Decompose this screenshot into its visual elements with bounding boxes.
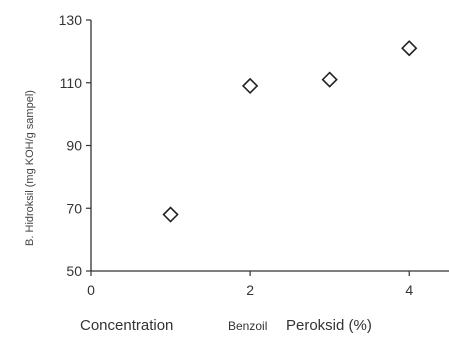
data-point-diamond (241, 77, 259, 95)
x-tick-label: 0 (87, 282, 95, 298)
x-axis-label-part-1: Concentration (80, 317, 173, 334)
y-tick-label: 110 (60, 75, 83, 91)
y-tick-label: 70 (66, 200, 82, 216)
x-axis-label-part-3: Peroksid (%) (286, 317, 372, 334)
x-tick-label: 2 (246, 282, 254, 298)
x-tick-label: 4 (405, 282, 413, 298)
x-axis-label-part-2: Benzoil (228, 319, 267, 333)
y-tick-label: 90 (66, 138, 82, 154)
y-axis-label: B. Hidroksil (mg KOH/g sampel) (24, 90, 36, 246)
y-ticks: 50 70 90 110 130 (59, 12, 91, 279)
y-tick-label: 130 (59, 12, 83, 28)
data-points (162, 40, 418, 223)
x-axis-label: Concentration Benzoil Peroksid (%) (80, 317, 372, 334)
data-point-diamond (321, 71, 338, 88)
data-point-diamond (162, 206, 179, 223)
data-point-diamond (401, 40, 418, 57)
y-tick-label: 50 (66, 263, 82, 279)
x-ticks: 0 2 4 (87, 271, 413, 298)
